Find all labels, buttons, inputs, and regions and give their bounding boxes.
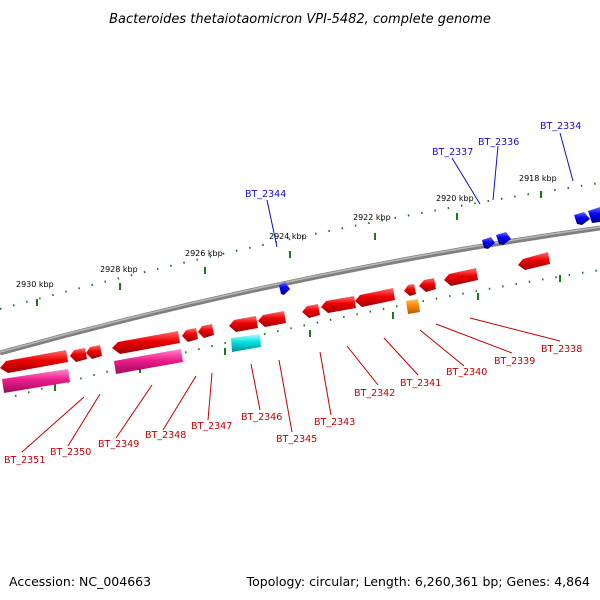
gene-bt-2335[interactable] bbox=[574, 212, 590, 225]
gene-bt-2346[interactable] bbox=[258, 311, 286, 327]
gene-bt-2337[interactable] bbox=[482, 237, 495, 249]
label-bt-2339[interactable]: BT_2339 bbox=[494, 356, 535, 367]
label-bt-2337[interactable]: BT_2337 bbox=[432, 147, 473, 158]
gene-bt-2345[interactable] bbox=[302, 304, 320, 318]
reverse-genes bbox=[0, 252, 550, 373]
gene-bt-2347[interactable] bbox=[229, 316, 258, 332]
gene-bt-2348b[interactable] bbox=[198, 324, 214, 338]
gene-bt-2341[interactable] bbox=[404, 284, 416, 296]
label-bt-2351[interactable]: BT_2351 bbox=[4, 455, 45, 466]
label-bt-2348[interactable]: BT_2348 bbox=[145, 430, 186, 441]
gene-bt-2344[interactable] bbox=[279, 282, 290, 295]
label-bt-2341[interactable]: BT_2341 bbox=[400, 378, 441, 389]
gene-bt-2343[interactable] bbox=[321, 296, 356, 313]
gene-bt-2339[interactable] bbox=[444, 268, 478, 286]
label-bt-2342[interactable]: BT_2342 bbox=[354, 388, 395, 399]
gene-bt-2342[interactable] bbox=[355, 288, 395, 307]
label-bt-2343[interactable]: BT_2343 bbox=[314, 417, 355, 428]
gene-bt-2340[interactable] bbox=[419, 278, 436, 292]
misc-feature-cyan[interactable] bbox=[231, 334, 261, 352]
outer-tick-ring bbox=[0, 182, 600, 310]
gene-bt-2338[interactable] bbox=[518, 252, 550, 270]
gene-bt-2348a[interactable] bbox=[182, 328, 198, 342]
inner-tick-ring bbox=[14, 269, 600, 397]
genome-summary-text: Topology: circular; Length: 6,260,361 bp… bbox=[246, 574, 590, 589]
forward-genes bbox=[279, 207, 600, 295]
gene-bt-2350b[interactable] bbox=[86, 345, 102, 359]
accession-text: Accession: NC_004663 bbox=[9, 574, 151, 589]
scale-label-2920: 2920 kbp bbox=[436, 194, 474, 203]
scale-label-2922: 2922 kbp bbox=[353, 213, 391, 222]
scale-label-2924: 2924 kbp bbox=[269, 232, 307, 241]
genome-backbone bbox=[0, 225, 600, 356]
gene-bt-2349[interactable] bbox=[112, 331, 180, 354]
label-bt-2338[interactable]: BT_2338 bbox=[541, 344, 582, 355]
map-title: Bacteroides thetaiotaomicron VPI-5482, c… bbox=[109, 12, 491, 27]
label-bt-2347[interactable]: BT_2347 bbox=[191, 421, 232, 432]
other-features bbox=[2, 299, 420, 393]
genome-backbone-highlight bbox=[0, 226, 600, 353]
label-bt-2340[interactable]: BT_2340 bbox=[446, 367, 487, 378]
scale-label-2918: 2918 kbp bbox=[519, 174, 557, 183]
gene-bt-2334[interactable] bbox=[588, 207, 600, 223]
reverse-gene-labels: BT_2351 BT_2350 BT_2349 BT_2348 BT_2347 … bbox=[4, 317, 582, 466]
gene-bt-2350a[interactable] bbox=[70, 348, 87, 362]
label-bt-2350[interactable]: BT_2350 bbox=[50, 447, 91, 458]
gene-bt-2351[interactable] bbox=[0, 350, 68, 373]
label-bt-2344[interactable]: BT_2344 bbox=[245, 189, 286, 200]
scale-label-2926: 2926 kbp bbox=[185, 249, 223, 258]
misc-feature-orange[interactable] bbox=[406, 299, 420, 314]
label-bt-2346[interactable]: BT_2346 bbox=[241, 412, 282, 423]
gene-bt-2336[interactable] bbox=[496, 232, 511, 245]
label-bt-2349[interactable]: BT_2349 bbox=[98, 439, 139, 450]
scale-label-2930: 2930 kbp bbox=[16, 280, 54, 289]
rna-feature-1[interactable] bbox=[2, 369, 70, 393]
forward-gene-labels: BT_2344 BT_2337 BT_2336 BT_2334 bbox=[245, 121, 581, 248]
scale-label-2928: 2928 kbp bbox=[100, 265, 138, 274]
label-bt-2334[interactable]: BT_2334 bbox=[540, 121, 581, 132]
rna-feature-2[interactable] bbox=[114, 349, 183, 374]
scale-labels: 2930 kbp 2928 kbp 2926 kbp 2924 kbp 2922… bbox=[16, 174, 557, 289]
label-bt-2336[interactable]: BT_2336 bbox=[478, 137, 519, 148]
label-bt-2345[interactable]: BT_2345 bbox=[276, 434, 317, 445]
